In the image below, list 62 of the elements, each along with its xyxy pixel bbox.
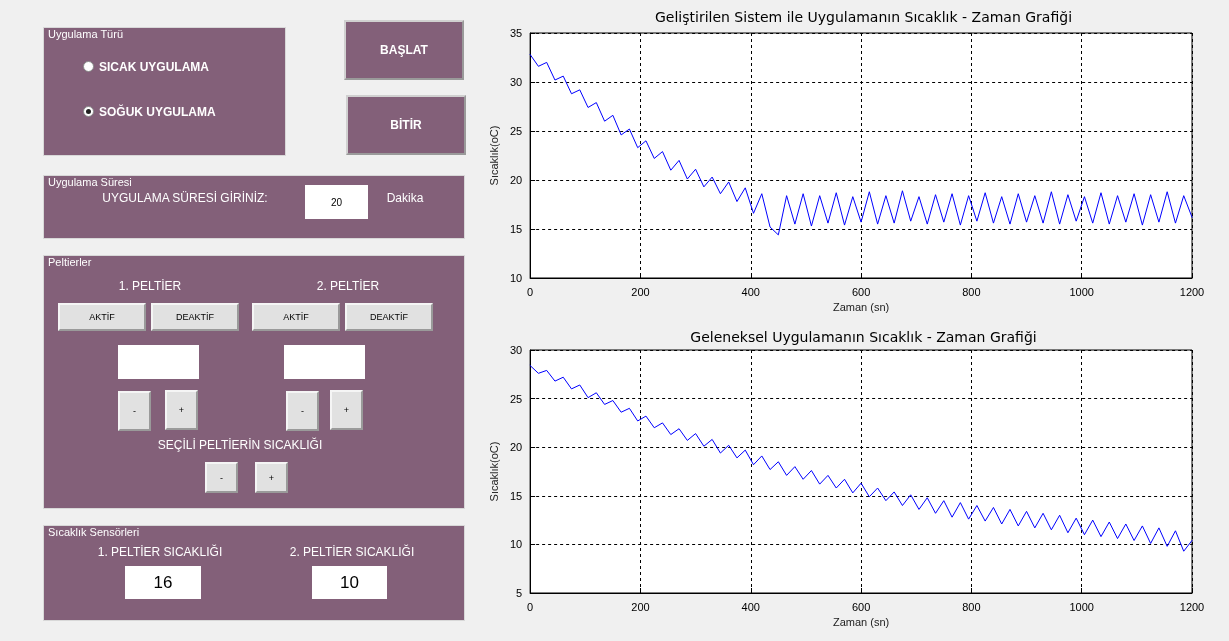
x-tick-label: 1000 [1069,285,1094,298]
y-tick-label: 5 [516,587,523,599]
text: 20 [330,196,343,208]
text: BAŞLAT [380,43,428,57]
y-tick-label: 20 [509,174,523,186]
text: - [133,406,136,416]
text: BİTİR [390,118,422,132]
text: 2. PELTİER SICAKLIĞI [288,544,416,560]
x-tick-label: 400 [741,285,760,298]
x-axis-title: Zaman (sn) [832,301,890,314]
text: Dakika [385,190,425,206]
text: 1. PELTİER [117,278,183,294]
x-tick-label: 200 [631,600,650,613]
text: 16 [153,572,173,593]
x-tick-label: 400 [741,600,760,613]
text: SICAK UYGULAMA [99,60,209,74]
text: AKTİF [283,312,309,322]
y-tick-label: 30 [509,344,523,356]
x-tick-label: 1000 [1069,600,1094,613]
x-axis-title: Zaman (sn) [832,616,890,629]
y-tick-label: 20 [509,441,523,454]
text: UYGULAMA SÜRESİ GİRİNİZ: [101,190,269,206]
text: DEAKTİF [175,312,214,322]
text: 1. PELTİER SICAKLIĞI [96,544,224,560]
text: Uygulama Türü [47,28,124,41]
y-tick-label: 10 [509,272,523,284]
line-series [529,365,1193,552]
y-tick-label: 25 [509,125,523,137]
x-tick-label: 1200 [1179,285,1205,298]
x-tick-label: 800 [962,600,981,613]
text: Sıcaklık Sensörleri [47,526,141,539]
text: SEÇİLİ PELTİERİN SICAKLIĞI [156,437,324,453]
y-tick-label: 15 [509,489,523,502]
text: 10 [340,572,359,593]
chart-title: Geleneksel Uygulamanın Sıcaklık - Zaman Grafiği [690,329,1037,345]
line-series [529,54,1193,236]
text: + [268,472,275,483]
text: DEAKTİF [369,312,408,322]
x-tick-label: 1200 [1179,600,1205,613]
text: - [220,472,223,483]
x-tick-label: 600 [851,600,871,613]
text: SOĞUK UYGULAMA [99,105,216,119]
y-axis-title: Sıcaklık(oC) [487,125,500,186]
x-tick-label: 0 [527,285,534,298]
x-tick-label: 800 [962,285,981,298]
chart-title: Geliştirilen Sistem ile Uygulamanın Sıcaklık - Zaman Grafiği [654,9,1073,25]
y-axis-title: Sıcaklık(oC) [487,441,500,502]
text: AKTİF [89,312,115,322]
text: Uygulama Süresi [47,176,133,189]
text: + [343,405,350,415]
y-tick-label: 35 [509,27,523,39]
x-tick-label: 600 [851,285,871,298]
y-tick-label: 30 [509,76,523,88]
x-tick-label: 200 [631,285,650,298]
text: Peltierler [47,256,93,269]
y-tick-label: 10 [509,538,523,551]
y-tick-label: 25 [509,392,523,405]
text: - [301,406,304,416]
y-tick-label: 15 [509,223,523,235]
x-tick-label: 0 [527,600,534,613]
text: 2. PELTİER [315,278,381,294]
text: + [178,405,185,415]
